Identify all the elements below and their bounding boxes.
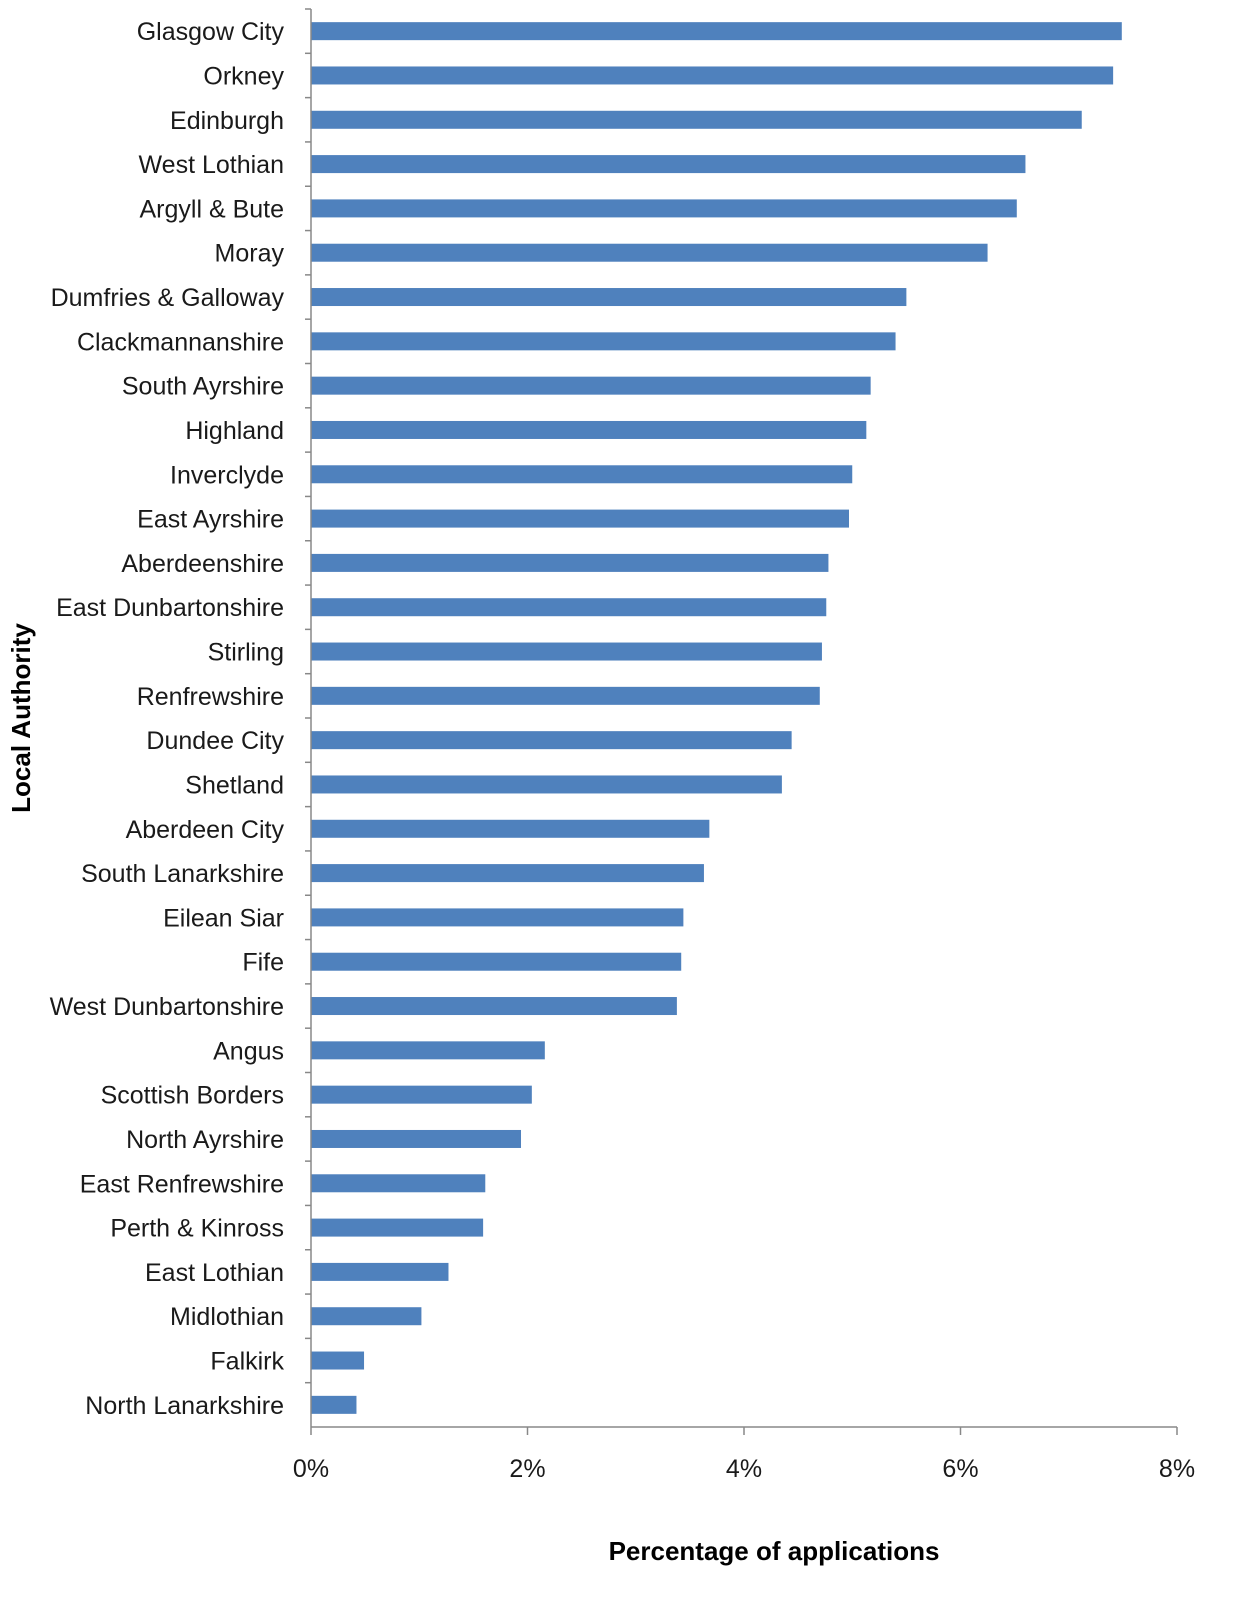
category-label: Perth & Kinross (110, 1215, 284, 1243)
category-label: East Renfrewshire (80, 1170, 284, 1198)
bar (311, 1085, 532, 1104)
category-label: Highland (185, 417, 284, 445)
bar (311, 110, 1082, 129)
category-label: Inverclyde (170, 461, 284, 489)
category-label: North Lanarkshire (85, 1392, 284, 1420)
category-label: Dundee City (146, 727, 284, 755)
category-label: Shetland (185, 771, 284, 799)
category-label: Argyll & Bute (139, 195, 284, 223)
bar (311, 1041, 545, 1060)
bar (311, 686, 820, 705)
y-axis-title: Local Authority (6, 623, 36, 813)
bar (311, 1129, 522, 1148)
category-label: Falkirk (210, 1348, 284, 1376)
category-label: East Lothian (145, 1259, 284, 1287)
bar (311, 1351, 365, 1370)
bar (311, 1218, 484, 1237)
bar (311, 465, 853, 484)
bar (311, 420, 867, 439)
x-tick-label: 6% (942, 1455, 978, 1483)
bar (311, 199, 1017, 218)
bar (311, 775, 782, 794)
category-label: Edinburgh (170, 107, 284, 135)
bar (311, 864, 704, 883)
bar (311, 155, 1026, 174)
category-label: Dumfries & Galloway (51, 284, 285, 312)
category-label: Midlothian (170, 1303, 284, 1331)
x-axis-ticks: 0% 2% 4% 6% 8% (293, 1427, 1195, 1483)
bar (311, 66, 1114, 85)
bar (311, 598, 827, 617)
bar (311, 288, 907, 307)
category-label: Renfrewshire (137, 683, 284, 711)
bars-layer (311, 22, 1122, 1414)
bar (311, 819, 710, 838)
bar (311, 1307, 422, 1326)
bar (311, 731, 792, 750)
category-label: West Dunbartonshire (50, 993, 284, 1021)
bar (311, 1395, 357, 1414)
bar (311, 952, 682, 971)
category-label: North Ayrshire (126, 1126, 284, 1154)
bar (311, 243, 988, 262)
category-label: South Lanarkshire (81, 860, 284, 888)
x-tick-label: 2% (509, 1455, 545, 1483)
bar (311, 1174, 486, 1193)
category-label: Angus (213, 1037, 284, 1065)
bar (311, 642, 822, 661)
category-label: Scottish Borders (101, 1082, 284, 1110)
bar (311, 376, 871, 395)
x-tick-label: 4% (726, 1455, 762, 1483)
x-tick-label: 8% (1159, 1455, 1195, 1483)
category-label: Clackmannanshire (77, 328, 284, 356)
bar (311, 553, 829, 572)
category-label: Aberdeen City (126, 816, 285, 844)
bar (311, 22, 1122, 41)
category-label: Stirling (208, 639, 284, 667)
category-label: West Lothian (139, 151, 284, 179)
category-label: Aberdeenshire (121, 550, 284, 578)
bar (311, 1262, 449, 1281)
category-labels: Glasgow City Orkney Edinburgh West Lothian A… (50, 8, 311, 1420)
bar (311, 332, 896, 351)
category-label: East Ayrshire (137, 506, 284, 534)
category-label: Orkney (203, 62, 284, 90)
category-label: Eilean Siar (163, 904, 284, 932)
bar (311, 509, 850, 528)
category-label: Glasgow City (137, 18, 285, 46)
bar (311, 997, 677, 1016)
x-axis-title: Percentage of applications (609, 1536, 940, 1566)
x-tick-label: 0% (293, 1455, 329, 1483)
category-label: Fife (242, 949, 284, 977)
category-label: South Ayrshire (122, 373, 284, 401)
category-label: Moray (215, 240, 285, 268)
category-label: East Dunbartonshire (56, 594, 284, 622)
bar (311, 908, 684, 927)
